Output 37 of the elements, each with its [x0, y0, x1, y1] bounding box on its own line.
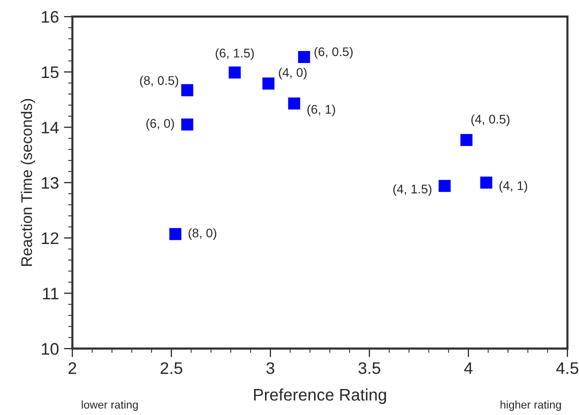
point: [298, 50, 310, 64]
annotation: (8, 0.5): [140, 76, 178, 88]
y-axis-title: Reaction Time (seconds): [20, 99, 36, 266]
x-tick-label: 3.5: [358, 362, 380, 374]
point: [480, 176, 492, 189]
annotation: (6, 0.5): [314, 47, 353, 59]
x-tick-label: 4.5: [556, 362, 578, 374]
y-tick-label: 12: [42, 232, 58, 244]
y-tick-label: 11: [43, 288, 58, 300]
text: higher rating: [500, 400, 561, 411]
y-tick-label: 16: [42, 11, 58, 23]
x-tick-label: 3: [266, 362, 274, 374]
annotation: (6, 0): [146, 118, 174, 130]
point: [181, 84, 194, 96]
x-axis-title: Preference Rating: [254, 388, 386, 404]
annotation: (4, 1): [500, 180, 528, 193]
annotation: (4, 1.5): [393, 184, 432, 196]
x-tick-label: 2.5: [160, 362, 182, 374]
point: [181, 118, 194, 131]
annotation: (6, 1): [307, 104, 336, 116]
x-tick-label: 4: [464, 362, 473, 374]
y-tick-label: 13: [42, 177, 58, 189]
annotation: (6, 1.5): [216, 48, 254, 60]
point: [288, 97, 300, 110]
y-tick-label: 10: [42, 343, 59, 355]
x-tick-label: 2: [68, 362, 76, 374]
annotation: (4, 0.5): [471, 114, 510, 126]
point: [438, 180, 451, 192]
text: lower rating: [82, 400, 138, 411]
y-tick-label: 15: [42, 66, 58, 78]
point: [169, 228, 182, 240]
y-tick-label: 14: [42, 122, 59, 134]
annotation: (8, 0): [188, 228, 216, 240]
point: [228, 66, 241, 78]
annotation: (4, 0): [278, 68, 307, 80]
point: [262, 78, 274, 90]
point: [460, 134, 472, 146]
